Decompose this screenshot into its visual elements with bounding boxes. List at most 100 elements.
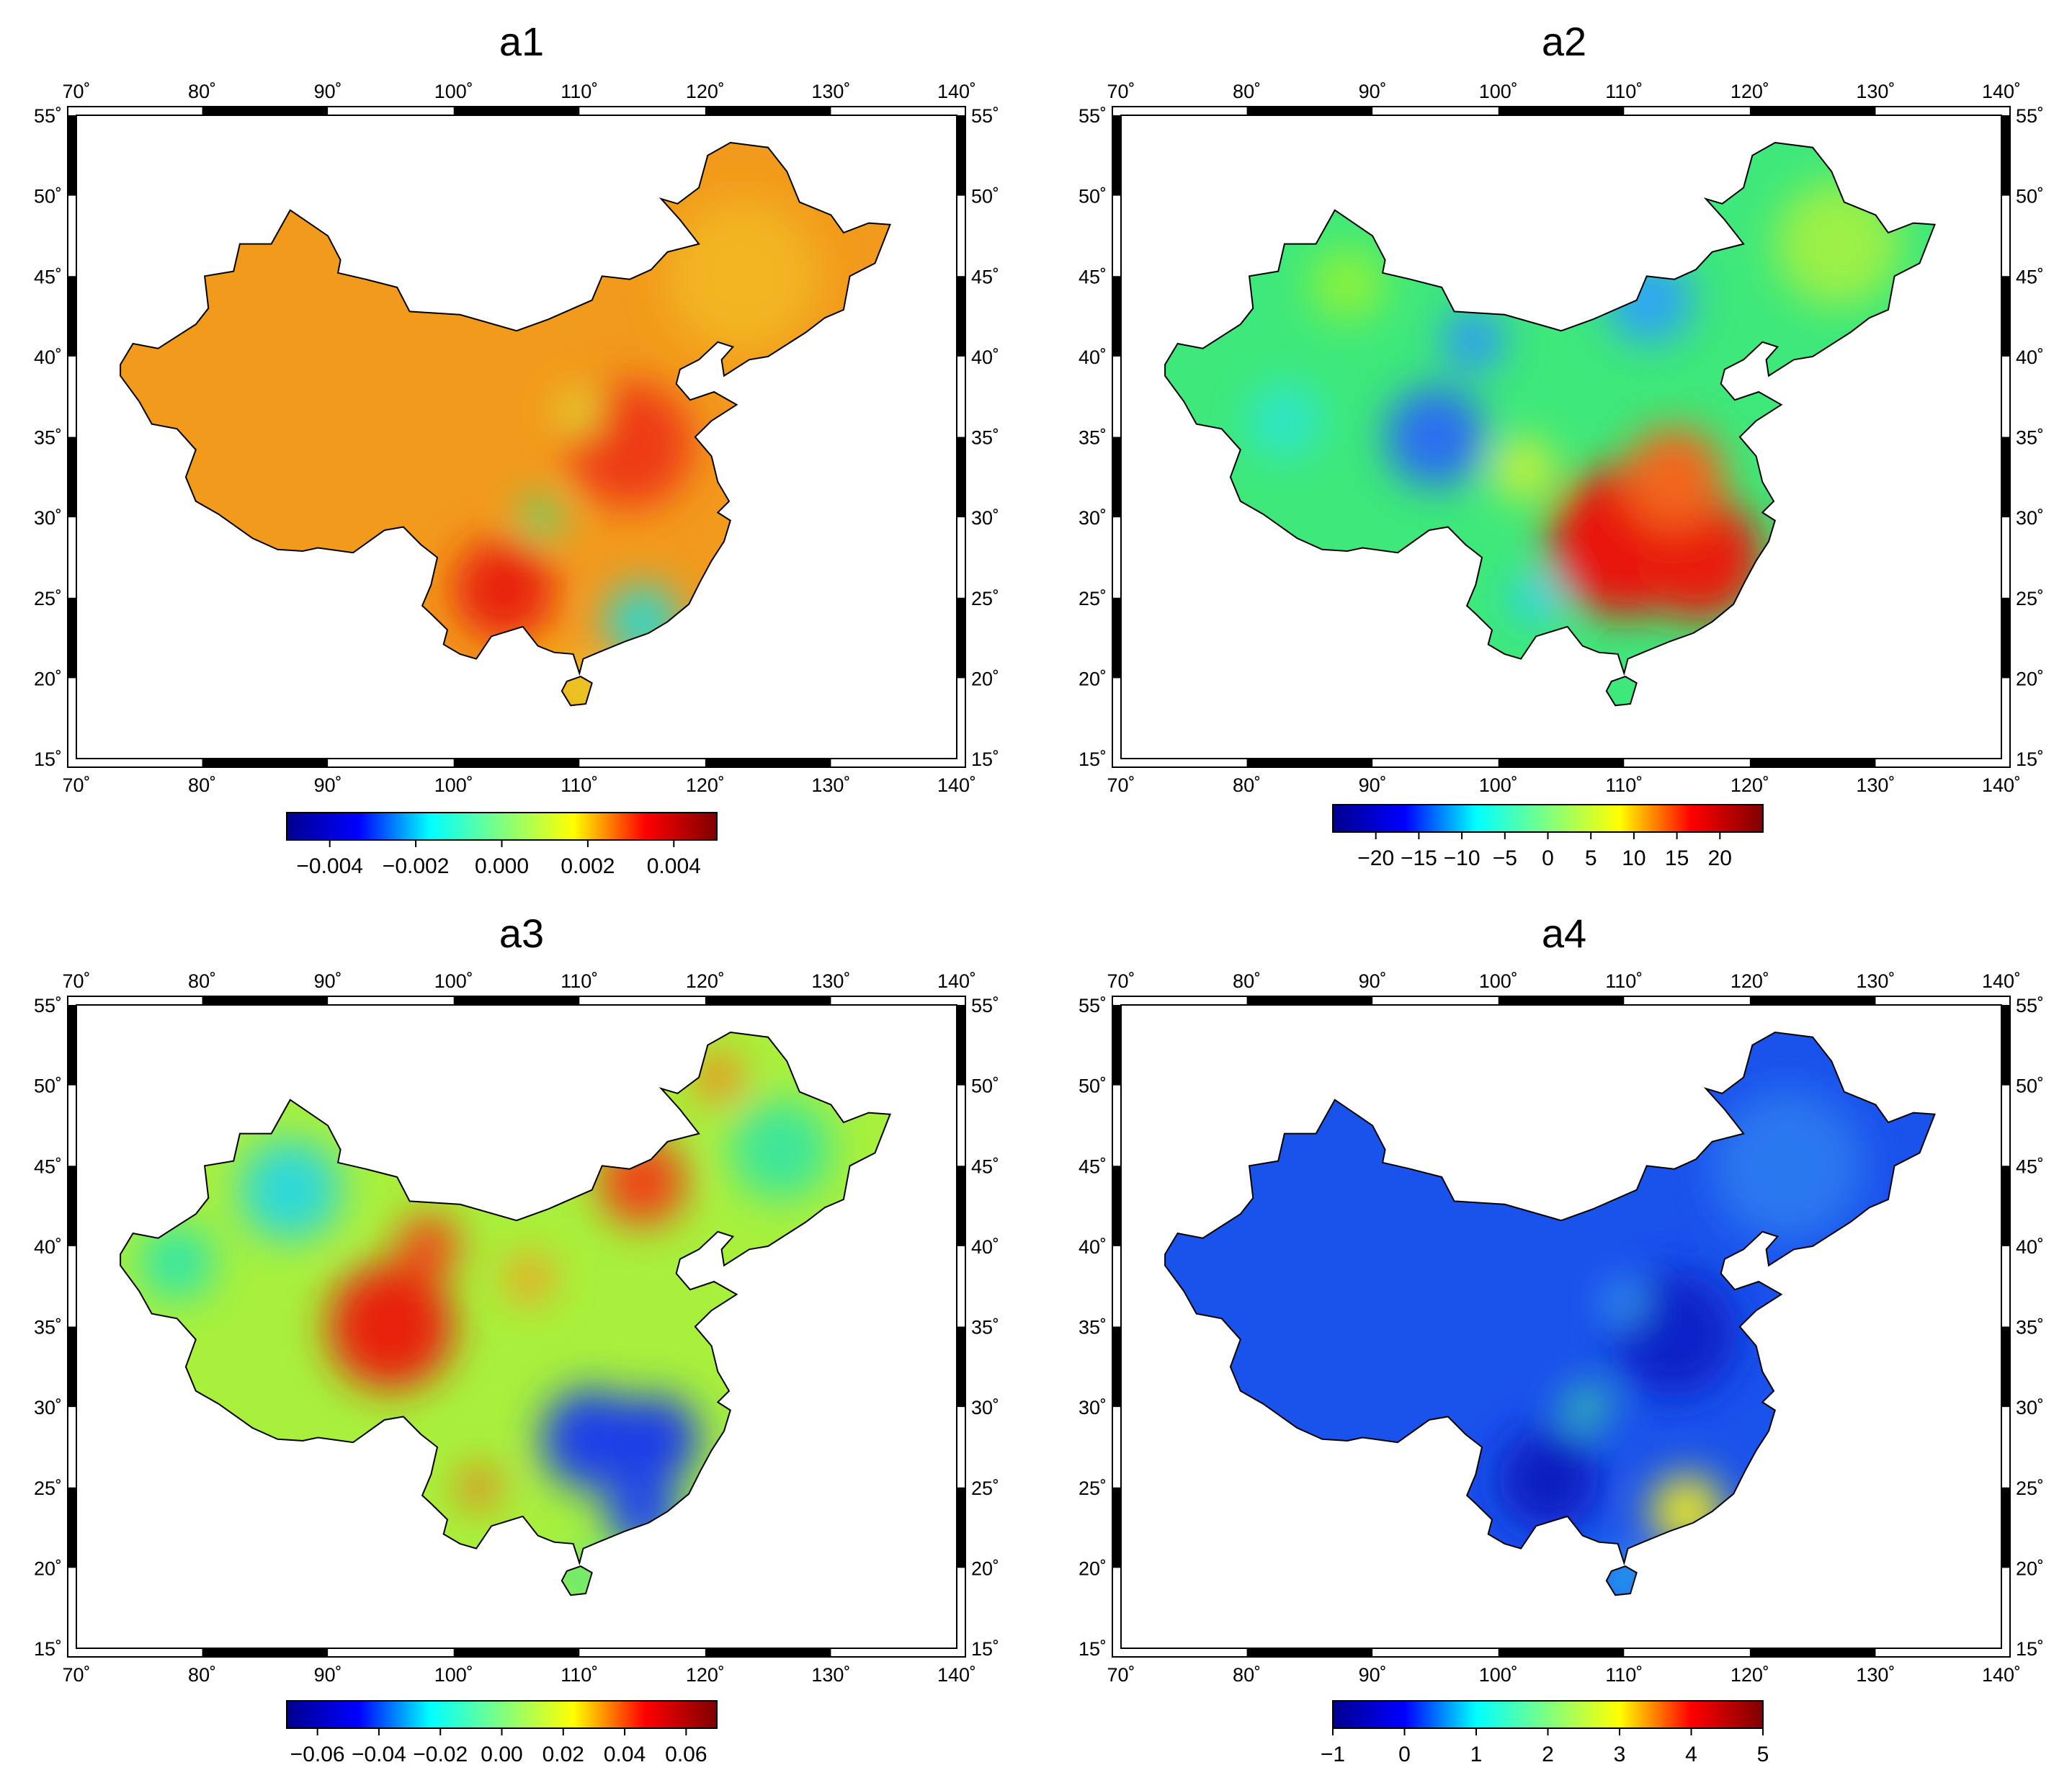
colorbar-tick-label: 0.04	[604, 1743, 646, 1766]
map-panel-a2: a2 70˚ 70˚ 80˚ 80˚ 90˚ 90˚ 100˚ 100˚ 110˚ 110˚ 120˚…	[1079, 19, 2044, 870]
lon-tick-label-top: 80˚	[1233, 970, 1261, 992]
colorbar-tick-label: 0.02	[542, 1743, 584, 1766]
frame-bar	[453, 1648, 580, 1657]
lat-tick-label-left: 55˚	[1079, 105, 1107, 127]
colorbar-tick-label: 10	[1622, 846, 1645, 870]
field-anomaly	[1491, 437, 1555, 501]
lon-tick-label-bottom: 100˚	[434, 774, 473, 796]
lat-tick-label-right: 45˚	[2016, 1156, 2044, 1177]
lat-tick-label-left: 30˚	[34, 507, 62, 529]
lon-tick-label-bottom: 90˚	[1359, 774, 1387, 796]
colorbar-tick-label: −0.06	[290, 1743, 345, 1766]
field-anomaly	[453, 539, 555, 640]
colorbar	[1332, 1700, 1764, 1729]
field-anomaly	[610, 1395, 700, 1483]
lat-tick-label-left: 50˚	[1079, 186, 1107, 207]
field-anomaly	[730, 1099, 831, 1200]
lat-tick-label-left: 50˚	[34, 186, 62, 207]
lon-tick-label-bottom: 70˚	[1107, 1664, 1135, 1686]
lat-tick-label-right: 40˚	[971, 347, 999, 368]
lat-tick-label-left: 40˚	[1079, 347, 1107, 368]
lat-tick-label-left: 15˚	[34, 1638, 62, 1660]
lat-tick-label-left: 15˚	[1079, 748, 1107, 770]
colorbar-tick-label: −0.002	[383, 854, 450, 878]
colorbar	[1332, 804, 1764, 833]
frame-bar	[1112, 597, 1121, 679]
panel-title: a1	[499, 19, 544, 64]
lat-tick-label-left: 50˚	[1079, 1076, 1107, 1097]
lat-tick-label-right: 45˚	[971, 1156, 999, 1177]
lat-tick-label-right: 55˚	[971, 995, 999, 1016]
field-anomaly	[1309, 246, 1385, 322]
lon-tick-label-top: 70˚	[1107, 81, 1135, 102]
lon-tick-label-top: 100˚	[434, 970, 473, 992]
lon-tick-label-bottom: 110˚	[1605, 774, 1643, 796]
colorbar-tick-label: −0.02	[413, 1743, 468, 1766]
lat-tick-label-left: 45˚	[1079, 1156, 1107, 1177]
panel-title: a3	[499, 911, 544, 956]
lon-tick-label-top: 70˚	[62, 970, 90, 992]
field-anomaly	[1498, 1429, 1599, 1530]
field-anomaly	[566, 382, 693, 508]
field-anomaly	[1611, 1271, 1738, 1398]
map-panel-a3: a3 70˚ 70˚ 80˚ 80˚ 90˚ 90˚ 100˚ 100˚ 110˚ 110˚ 120˚…	[34, 911, 999, 1766]
lat-tick-label-left: 45˚	[34, 266, 62, 287]
colorbar-tick-label: 0	[1542, 846, 1554, 870]
colorbar-tick-label: 0	[1398, 1743, 1411, 1766]
lat-tick-label-right: 50˚	[2016, 1076, 2044, 1097]
colorbar-tick-label: 4	[1685, 1743, 1697, 1766]
frame-bar	[68, 115, 76, 196]
lon-tick-label-top: 100˚	[1479, 81, 1518, 102]
lat-tick-label-left: 15˚	[1079, 1638, 1107, 1660]
lat-tick-label-left: 25˚	[34, 588, 62, 609]
lat-tick-label-right: 45˚	[2016, 266, 2044, 287]
lon-tick-label-bottom: 80˚	[188, 1664, 216, 1686]
field-anomaly	[1442, 308, 1505, 372]
colorbar-tick-label: 1	[1470, 1743, 1483, 1766]
lat-tick-label-right: 15˚	[2016, 1638, 2044, 1660]
frame-bar	[1498, 759, 1625, 767]
field-anomaly	[1624, 426, 1725, 528]
lon-tick-label-bottom: 140˚	[937, 1664, 976, 1686]
field-anomaly	[1605, 256, 1694, 344]
field-anomaly	[239, 1139, 341, 1241]
lon-tick-label-bottom: 100˚	[1479, 774, 1518, 796]
lat-tick-label-right: 35˚	[2016, 427, 2044, 449]
field-anomaly	[521, 497, 562, 538]
lon-tick-label-bottom: 80˚	[1233, 1664, 1261, 1686]
lon-tick-label-top: 90˚	[1359, 81, 1387, 102]
frame-bar	[2001, 1166, 2010, 1246]
frame-bar	[957, 276, 965, 357]
lat-tick-label-right: 55˚	[2016, 995, 2044, 1016]
lat-tick-label-left: 30˚	[1079, 1397, 1107, 1418]
colorbar-tick-label: 0.004	[647, 854, 701, 878]
lat-tick-label-right: 40˚	[971, 1236, 999, 1258]
lon-tick-label-top: 110˚	[561, 970, 598, 992]
frame-bar	[1246, 759, 1373, 767]
frame-bar	[453, 996, 580, 1005]
field-anomaly	[328, 1264, 454, 1390]
field-anomaly	[598, 1137, 687, 1226]
lat-tick-label-right: 20˚	[971, 1557, 999, 1579]
panel-title: a4	[1542, 911, 1586, 956]
lat-tick-label-right: 30˚	[2016, 507, 2044, 529]
frame-bar	[68, 1487, 76, 1568]
frame-bar	[1246, 107, 1373, 115]
lon-tick-label-bottom: 120˚	[1731, 774, 1769, 796]
frame-bar	[68, 1326, 76, 1408]
lon-tick-label-top: 80˚	[1233, 81, 1261, 102]
island-border	[561, 676, 593, 707]
lat-tick-label-left: 20˚	[1079, 1557, 1107, 1579]
lon-tick-label-bottom: 120˚	[1731, 1664, 1769, 1686]
lon-tick-label-top: 80˚	[188, 81, 216, 102]
frame-bar	[1112, 115, 1121, 196]
lat-tick-label-right: 45˚	[971, 266, 999, 287]
colorbar-tick-label: 5	[1585, 846, 1597, 870]
lat-tick-label-left: 55˚	[34, 105, 62, 127]
frame-bar	[1112, 1326, 1121, 1408]
frame-bar	[1498, 107, 1625, 115]
lat-tick-label-right: 30˚	[971, 1397, 999, 1418]
lat-tick-label-left: 40˚	[1079, 1236, 1107, 1258]
lon-tick-label-top: 90˚	[1359, 970, 1387, 992]
